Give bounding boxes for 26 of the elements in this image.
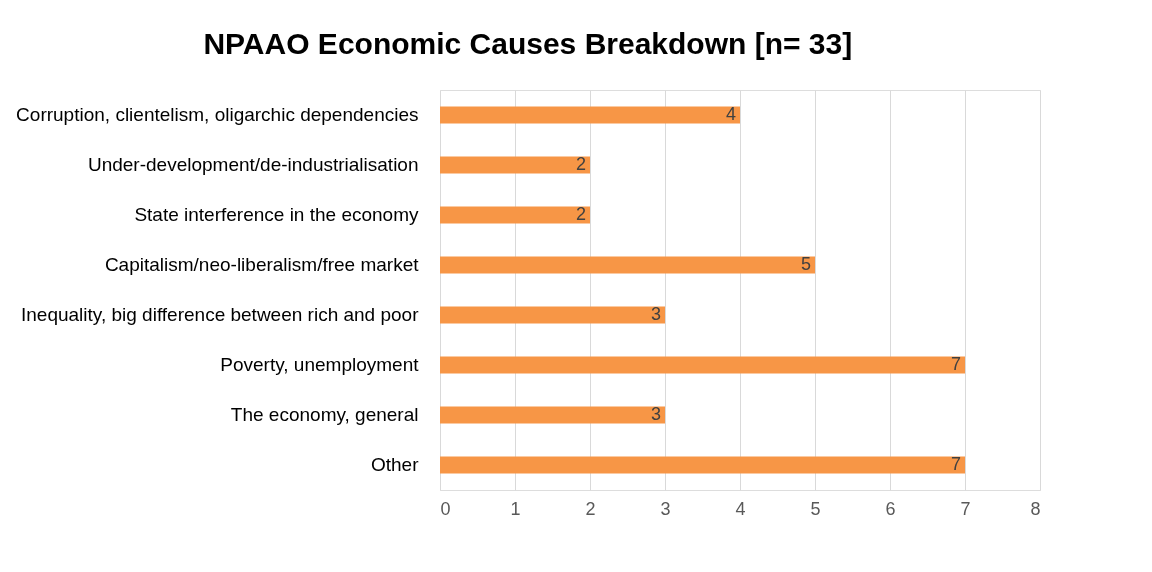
- y-tick-label: The economy, general: [230, 404, 419, 425]
- data-label: 3: [650, 404, 661, 424]
- x-tick-label: 1: [510, 498, 521, 519]
- y-tick-label: Inequality, big difference between rich and poor: [20, 304, 420, 325]
- data-label: 3: [650, 304, 661, 324]
- y-tick-label: State interference in the economy: [134, 204, 419, 225]
- data-label: 5: [800, 254, 811, 274]
- y-tick-label: Capitalism/neo-liberalism/free market: [104, 254, 420, 275]
- chart-title: NPAAO Economic Causes Breakdown [n= 33]: [203, 27, 853, 60]
- x-tick-label: 3: [660, 498, 671, 519]
- y-tick-label: Poverty, unemployment: [220, 354, 420, 375]
- data-label: 2: [575, 204, 586, 224]
- y-tick-label: Corruption, clientelism, oligarchic dependencies: [16, 104, 419, 125]
- y-tick-label: Under-development/de-industrialisation: [87, 154, 419, 175]
- data-label: 7: [950, 354, 961, 374]
- x-tick-label: 2: [585, 498, 596, 519]
- x-tick-label: 0: [440, 498, 451, 519]
- x-tick-label: 7: [960, 498, 971, 519]
- x-tick-label: 6: [885, 498, 896, 519]
- y-tick-label: Other: [370, 454, 420, 475]
- x-tick-label: 5: [810, 498, 821, 519]
- data-label: 7: [950, 454, 961, 474]
- x-tick-label: 8: [1030, 498, 1041, 519]
- x-tick-label: 4: [735, 498, 746, 519]
- data-label: 4: [725, 104, 736, 124]
- data-label: 2: [575, 154, 586, 174]
